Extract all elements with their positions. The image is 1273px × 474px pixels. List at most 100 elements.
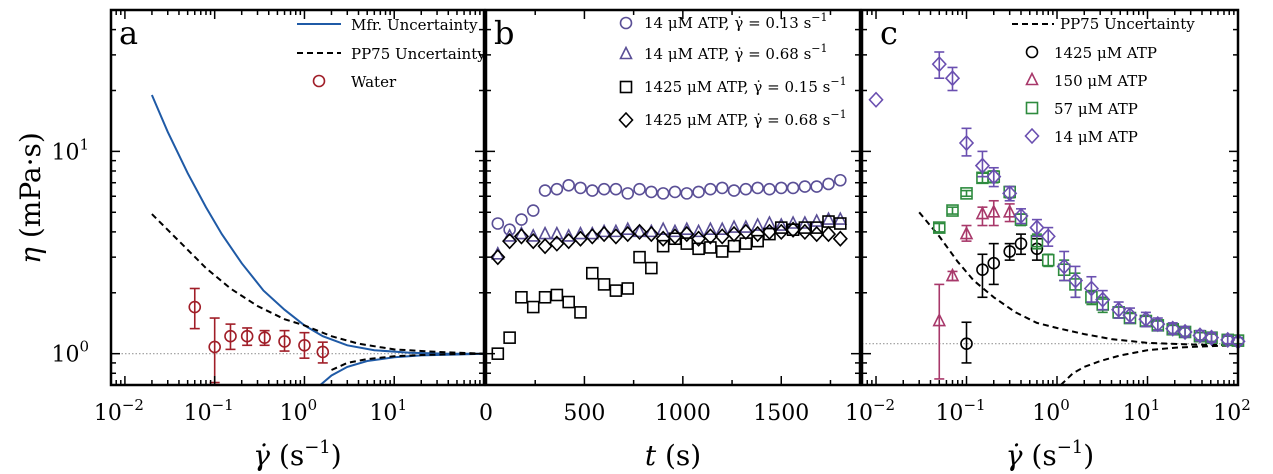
water-point <box>278 335 291 348</box>
legend-marker <box>1025 71 1039 86</box>
series-0-point <box>538 184 552 197</box>
legend-entry: 14 μM ATP <box>1054 128 1138 146</box>
series-1-point <box>945 267 960 282</box>
legend-entry: 1425 μM ATP, γ̇ = 0.15 s−1 <box>644 75 847 96</box>
series-0-point <box>798 180 812 193</box>
series-2-point <box>574 306 587 319</box>
series-3-point <box>631 223 648 241</box>
legend-marker <box>619 80 633 94</box>
series-1-point <box>679 221 694 236</box>
series-0-point <box>668 185 682 199</box>
panel-a: 10−2 10−1 100 101 100 101 γ̇ (s−1) a Mfr. Uncert… <box>51 8 486 472</box>
series-0-point <box>550 182 564 196</box>
panel-letter: c <box>880 14 898 52</box>
series-0-point <box>774 181 788 195</box>
series-1-point <box>538 225 552 240</box>
series-1-point <box>715 221 730 236</box>
series-3-point <box>549 235 565 252</box>
series-2-point <box>621 282 635 295</box>
series-0-point <box>810 180 823 193</box>
x-axis-label: γ̇ (s−1) <box>253 437 341 472</box>
series-2-point <box>1041 253 1055 267</box>
legend-entry: 150 μM ATP <box>1054 72 1147 90</box>
series-3-point <box>958 134 975 152</box>
series-1-point <box>986 203 1001 218</box>
series-1-point <box>561 228 576 242</box>
series-0-point <box>633 182 646 196</box>
series-1-point <box>932 312 947 327</box>
legend-marker <box>1025 45 1039 59</box>
y-tick-label: 101 <box>51 135 89 165</box>
x-tick-label: 100 <box>1032 396 1070 426</box>
series-3-point <box>1067 272 1084 289</box>
series-0-point <box>562 178 575 192</box>
series-0-point <box>680 187 694 200</box>
series-1-point <box>774 217 789 231</box>
legend-marker <box>619 45 633 60</box>
series-0-point <box>786 181 800 195</box>
series-2-point <box>538 290 552 304</box>
series-3-point <box>761 223 778 241</box>
pp75-uncertainty-lower <box>1060 344 1239 386</box>
y-tick-label: 100 <box>51 338 89 368</box>
series-3-point <box>868 91 884 108</box>
series-0-point <box>834 173 847 187</box>
series-2-point <box>515 290 528 304</box>
legend-entry: 1425 μM ATP, γ̇ = 0.68 s−1 <box>644 108 847 129</box>
series-2-point <box>751 234 764 248</box>
legend-entry: PP75 Uncertainty <box>1060 15 1195 33</box>
series-1-point <box>656 221 670 236</box>
series-1-point <box>668 223 682 238</box>
panel-b: 0 500 1000 1500 t (s) b 14 μM ATP, γ̇ = 0.13 s… <box>479 8 862 472</box>
series-1-point <box>750 217 765 231</box>
series-2-point <box>946 204 959 217</box>
series-0-point <box>597 182 611 196</box>
series-0-point <box>715 181 729 195</box>
series-1-point <box>821 211 836 225</box>
series-0-point <box>1003 245 1016 258</box>
legend-marker <box>1024 127 1040 145</box>
series-2-point <box>645 261 658 275</box>
x-tick-label: 1000 <box>655 401 711 426</box>
series-2-point <box>680 237 694 250</box>
series-2-point <box>585 266 599 280</box>
x-tick-label: 0 <box>479 401 493 426</box>
series-1-point <box>739 219 753 233</box>
legend-entry: 14 μM ATP, γ̇ = 0.68 s−1 <box>644 42 828 63</box>
series-1-point <box>502 228 517 242</box>
series-0-point <box>526 204 540 217</box>
series-2-point <box>562 295 575 309</box>
x-axis-label: t (s) <box>645 439 701 472</box>
panel-b-frame <box>484 8 862 387</box>
series-1-point <box>573 225 588 240</box>
series-3-point <box>1095 291 1111 308</box>
series-3-point <box>832 230 848 247</box>
series-0-point <box>960 337 973 351</box>
series-1-point <box>762 215 777 229</box>
legend-marker <box>618 111 634 129</box>
series-1-point <box>632 223 647 238</box>
series-1-point <box>959 225 974 240</box>
series-3-point <box>1083 280 1100 297</box>
series-3-point <box>1203 329 1220 346</box>
water-point <box>240 329 254 343</box>
series-3-point <box>809 225 825 243</box>
legend-entry: Water <box>351 73 397 91</box>
mfr-uncertainty-upper <box>150 94 484 355</box>
x-tick-label: 100 <box>280 396 318 426</box>
series-0-point <box>574 181 587 195</box>
series-0-point <box>763 182 776 196</box>
series-3-point <box>1150 315 1166 333</box>
series-3-point <box>820 225 837 243</box>
series-3-point <box>502 232 518 250</box>
pp75-uncertainty-upper <box>151 213 485 355</box>
legend-marker <box>1025 101 1039 115</box>
series-1-point <box>727 219 741 233</box>
panel-letter: b <box>494 14 514 52</box>
y-axis-label: η (mPa·s) <box>14 132 47 264</box>
series-2-point <box>704 241 717 254</box>
series-3-point <box>679 225 695 243</box>
series-3-point <box>944 70 961 87</box>
series-1-point <box>609 223 623 238</box>
